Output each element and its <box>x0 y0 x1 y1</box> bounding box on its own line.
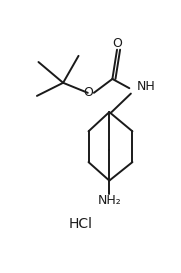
Text: O: O <box>83 86 93 99</box>
Text: HCl: HCl <box>69 217 93 231</box>
Text: NH₂: NH₂ <box>97 194 121 207</box>
Text: O: O <box>112 37 122 50</box>
Text: NH: NH <box>137 80 156 93</box>
